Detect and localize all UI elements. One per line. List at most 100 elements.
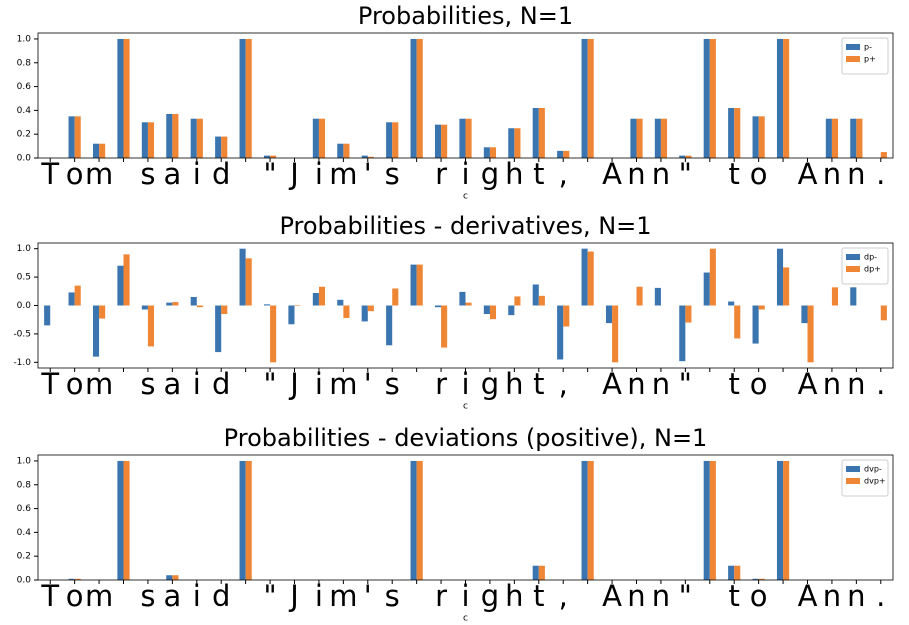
bar: [734, 305, 741, 339]
bar: [728, 108, 735, 158]
x-tick-label: t: [533, 579, 544, 613]
bar: [245, 38, 252, 159]
bar: [563, 150, 570, 158]
x-tick-label: m: [329, 367, 357, 401]
bar: [166, 575, 173, 580]
x-tick-label: .: [876, 579, 885, 613]
bar: [850, 118, 857, 158]
x-tick-label: r: [435, 367, 447, 401]
x-tick-label: h: [505, 367, 523, 401]
x-tick-label: T: [40, 367, 59, 401]
bar: [190, 296, 197, 306]
bar: [709, 38, 716, 159]
legend-swatch: [846, 56, 860, 62]
bar: [416, 38, 423, 159]
x-tick-label: o: [750, 367, 768, 401]
x-tick-label: d: [212, 367, 230, 401]
y-tick-label: 0.2: [17, 552, 31, 562]
x-tick-label: o: [66, 157, 84, 191]
legend-swatch: [846, 478, 860, 484]
bar: [783, 267, 790, 306]
y-tick-label: 0.6: [17, 504, 32, 514]
bar: [587, 460, 594, 580]
x-tick-label: n: [627, 579, 645, 613]
bar: [318, 286, 326, 306]
x-tick-label: s: [140, 157, 155, 191]
legend-label: dvp-: [864, 465, 882, 474]
x-tick-label: ': [364, 579, 372, 613]
bar: [532, 284, 539, 306]
bar: [166, 302, 173, 306]
x-tick-label: s: [385, 157, 400, 191]
x-tick-label: ": [679, 157, 692, 191]
x-tick-label: o: [66, 367, 84, 401]
x-tick-label: ,: [559, 367, 568, 401]
bar: [239, 248, 246, 306]
bar: [483, 147, 490, 158]
bar: [758, 305, 765, 310]
bar: [410, 38, 417, 159]
x-tick-label: i: [461, 367, 469, 401]
bar: [709, 248, 716, 306]
x-tick-label: A: [602, 157, 622, 191]
y-tick-label: 0.8: [17, 480, 32, 490]
x-tick-label: ": [679, 579, 692, 613]
x-tick-label: n: [847, 367, 865, 401]
bar: [196, 305, 203, 308]
bar: [441, 124, 448, 158]
bar: [434, 124, 442, 158]
bar: [312, 293, 319, 306]
bar: [92, 143, 100, 158]
bar: [489, 305, 497, 320]
x-tick-label: a: [163, 367, 181, 401]
x-tick-label: n: [847, 579, 865, 613]
bar: [734, 108, 741, 158]
subplot: Probabilities - derivatives, N=1 -1.0 -0.5…: [13, 212, 894, 412]
bar: [410, 264, 417, 306]
x-tick-label: t: [533, 367, 544, 401]
bar: [581, 248, 588, 306]
bar: [190, 118, 197, 158]
bar: [386, 122, 393, 158]
x-tick-label: .: [876, 157, 885, 191]
bar: [343, 305, 350, 318]
y-tick-label: 1.0: [17, 34, 32, 44]
x-axis-label: c: [463, 614, 468, 624]
x-tick-label: s: [385, 579, 400, 613]
x-tick-label: m: [85, 579, 113, 613]
bar: [532, 108, 539, 158]
bar: [337, 299, 344, 306]
bar: [386, 305, 393, 346]
bar: [825, 118, 832, 158]
x-tick-label: i: [315, 157, 323, 191]
x-tick-label: i: [461, 579, 469, 613]
legend-label: p-: [864, 43, 872, 52]
x-tick-label: t: [729, 579, 740, 613]
bar: [514, 296, 521, 306]
bar: [508, 128, 515, 158]
x-tick-label: J: [288, 367, 299, 401]
bar: [221, 136, 228, 158]
x-tick-label: t: [729, 157, 740, 191]
bar: [294, 305, 301, 307]
bar: [801, 305, 808, 324]
bar: [44, 305, 51, 326]
bar: [123, 460, 130, 580]
bar: [709, 460, 716, 580]
bar: [807, 305, 814, 363]
bar: [538, 108, 545, 158]
x-tick-label: J: [288, 579, 299, 613]
bar: [196, 118, 203, 158]
bar: [483, 305, 490, 315]
chart-title: Probabilities - deviations (positive), N…: [224, 424, 708, 452]
legend-label: dvp+: [864, 477, 886, 486]
x-tick-label: s: [140, 579, 155, 613]
x-axis-label: c: [463, 192, 468, 202]
bar: [538, 565, 545, 580]
x-tick-label: m: [329, 579, 357, 613]
x-tick-label: T: [40, 579, 59, 613]
x-tick-label: ': [364, 157, 372, 191]
x-tick-label: d: [212, 579, 230, 613]
bar: [538, 295, 545, 306]
bar: [123, 38, 130, 159]
